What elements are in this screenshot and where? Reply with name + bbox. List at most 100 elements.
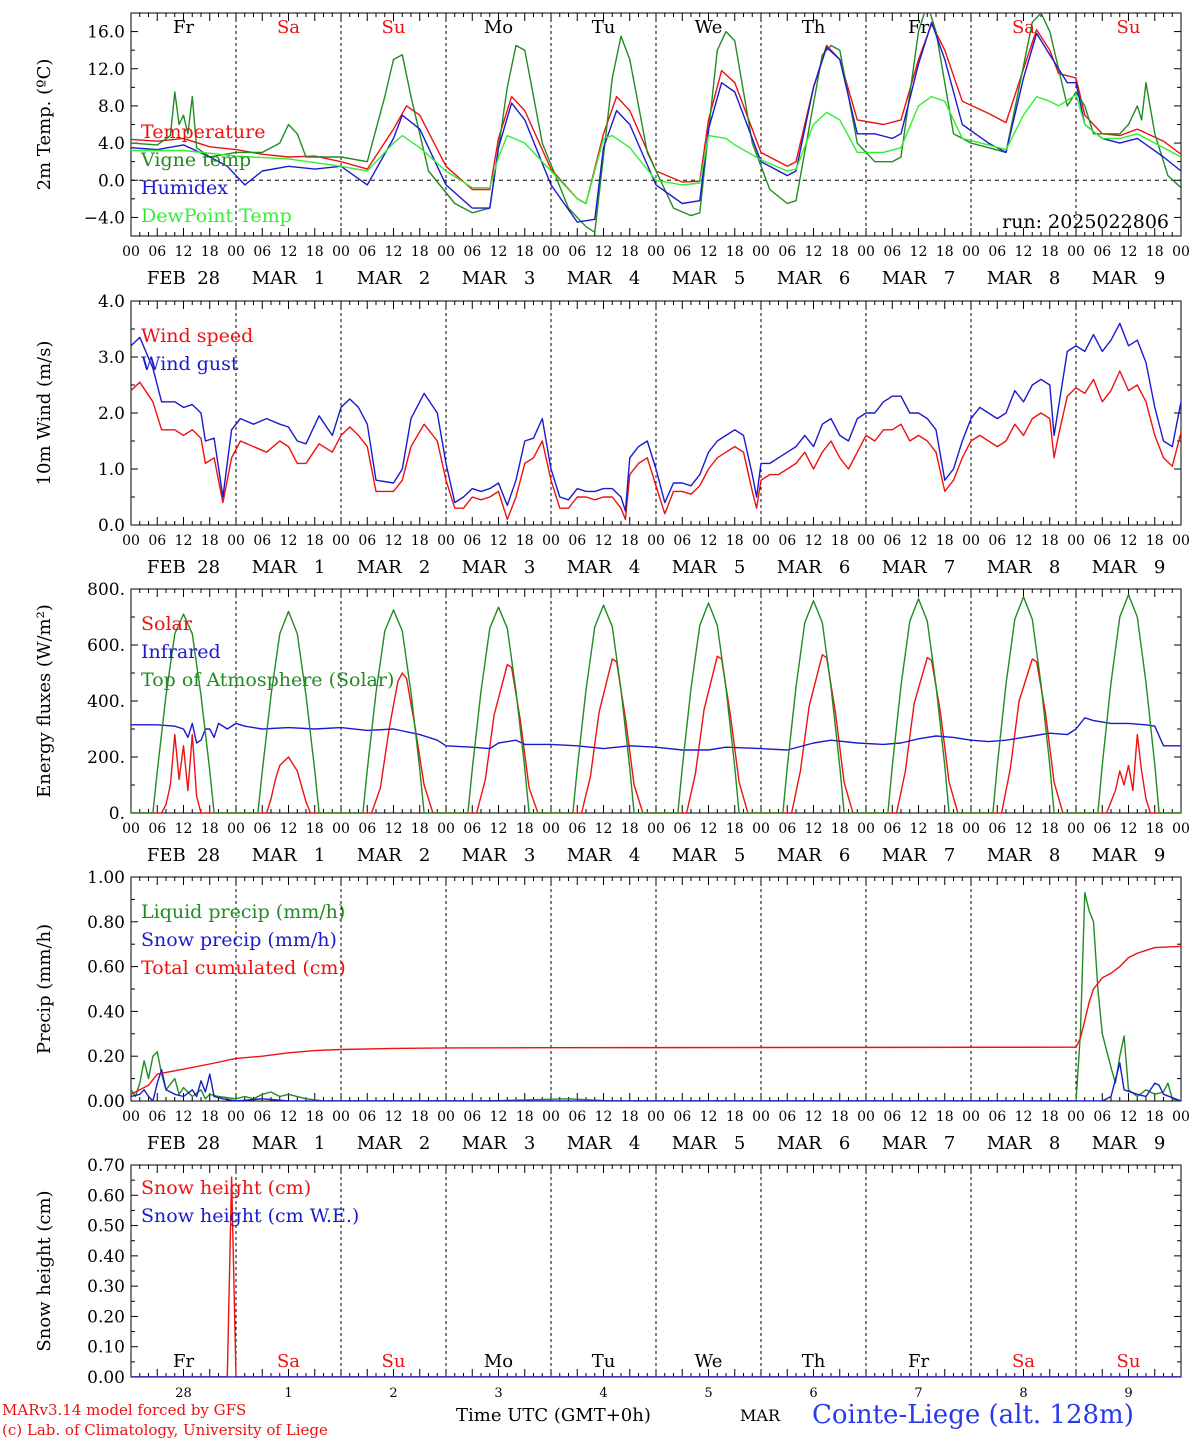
x-hour-label: 12 [805,821,823,837]
day-name-label: Sa [277,17,300,38]
series-temperature [131,23,1181,205]
day-number-label: 28 [175,1386,192,1401]
x-hour-label: 18 [831,1109,849,1125]
plot-frame [130,588,1182,814]
x-hour-label: 12 [700,244,718,260]
series-snow-precip-mm-h [131,1062,1181,1101]
y-tick-label: 1.0 [98,460,125,480]
x-hour-label: 00 [227,244,245,260]
y-tick-label: 0.00 [87,1092,125,1112]
x-hour-label: 00 [122,533,140,549]
y-axis-label: 10m Wind (m/s) [34,341,55,486]
day-name-label: Mo [484,17,513,38]
day-name-label: Fr [908,1351,929,1372]
y-tick-label: 8.0 [98,97,125,117]
x-hour-label: 00 [332,1109,350,1125]
day-name-label: Su [1117,17,1141,38]
x-hour-label: 00 [542,1109,560,1125]
legend-entry: Temperature [141,121,265,143]
x-hour-label: 00 [752,821,770,837]
x-hour-label: 06 [673,533,691,549]
series-group [131,322,1181,521]
x-date-label: MAR 2 [357,268,431,289]
y-tick-label: 0.60 [87,958,125,978]
x-hour-label: 00 [122,821,140,837]
series-group [131,892,1181,1101]
time-axis-label: Time UTC (GMT+0h) [456,1405,651,1426]
x-date-label: MAR 6 [777,268,851,289]
series-vigne-temp [131,13,1181,234]
y-tick-label: 3.0 [98,348,125,368]
day-number-label: 5 [704,1386,712,1401]
x-hour-label: 00 [752,244,770,260]
x-hour-label: 06 [988,533,1006,549]
x-date-label: MAR 5 [672,268,746,289]
day-name-label: Fr [908,17,929,38]
y-tick-label: 4.0 [98,292,125,312]
x-hour-label: 00 [962,821,980,837]
y-tick-label: 2.0 [98,404,125,424]
day-number-label: 7 [914,1386,922,1401]
x-hour-label: 12 [490,821,508,837]
day-name-label: Su [382,1351,406,1372]
x-hour-label: 00 [122,244,140,260]
day-name-label: Fr [173,17,194,38]
day-name-label: Tu [592,1351,616,1372]
legend-entry: Liquid precip (mm/h) [141,901,345,923]
legend-entry: Infrared [141,641,221,663]
y-tick-label: −4.0 [84,208,125,228]
x-hour-label: 12 [1120,1109,1138,1125]
x-hour-label: 12 [280,821,298,837]
day-number-label: 2 [389,1386,397,1401]
y-tick-label: 0.70 [87,1156,125,1176]
x-date-label: MAR 5 [672,557,746,578]
x-hour-label: 18 [201,533,219,549]
x-hour-label: 18 [936,244,954,260]
x-hour-label: 12 [805,244,823,260]
x-hour-label: 06 [883,1109,901,1125]
x-date-label: MAR 2 [357,1133,431,1154]
x-hour-label: 12 [280,244,298,260]
day-number-label: 6 [809,1386,817,1401]
x-hour-label: 06 [463,821,481,837]
x-hour-label: 06 [253,533,271,549]
x-hour-label: 12 [1120,533,1138,549]
series-wind-speed [131,370,1181,521]
y-tick-label: 400. [87,692,125,712]
x-hour-label: 18 [726,821,744,837]
x-hour-label: 12 [910,244,928,260]
x-hour-label: 06 [358,821,376,837]
y-tick-label: 0.40 [87,1247,125,1267]
x-hour-label: 12 [910,533,928,549]
x-hour-label: 12 [595,1109,613,1125]
x-hour-label: 18 [516,533,534,549]
series-group [131,13,1181,234]
x-date-label: MAR 2 [357,557,431,578]
y-tick-label: 600. [87,636,125,656]
x-hour-label: 18 [831,533,849,549]
x-date-label: FEB 28 [147,268,220,289]
x-hour-label: 18 [306,821,324,837]
x-date-label: MAR 4 [567,268,641,289]
x-hour-label: 06 [358,533,376,549]
x-hour-label: 18 [1146,533,1164,549]
x-hour-label: 12 [595,244,613,260]
legend-entry: Wind gust [141,353,239,375]
x-hour-label: 00 [437,1109,455,1125]
x-hour-label: 00 [332,821,350,837]
y-tick-label: 200. [87,748,125,768]
x-hour-label: 06 [1093,821,1111,837]
x-hour-label: 00 [542,244,560,260]
credit-line: (c) Lab. of Climatology, University of L… [2,1421,328,1439]
x-hour-label: 18 [936,533,954,549]
x-hour-label: 00 [332,244,350,260]
x-hour-label: 18 [831,244,849,260]
x-date-label: MAR 7 [882,557,956,578]
x-hour-label: 00 [962,244,980,260]
x-hour-label: 12 [700,1109,718,1125]
series-humidex [131,21,1181,223]
x-hour-label: 06 [568,1109,586,1125]
day-number-label: 8 [1019,1386,1027,1401]
panel-precip: 0.00 0.20 0.40 0.60 0.80 1.00 00 06 12 18 FEB 28 00… [34,868,1190,1154]
